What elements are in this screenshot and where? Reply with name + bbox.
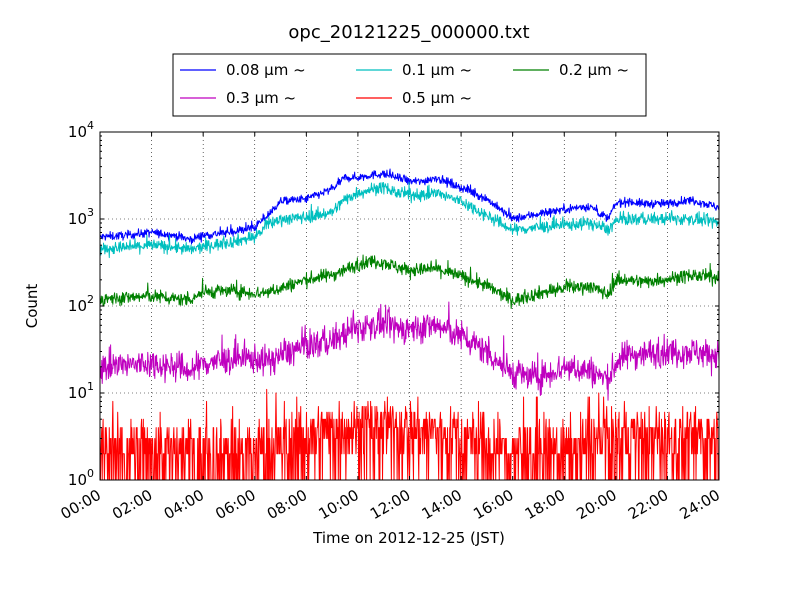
legend-label-3: 0.3 μm ~	[226, 89, 296, 107]
chart-title: opc_20121225_000000.txt	[288, 22, 529, 43]
series-line-3	[100, 301, 719, 401]
y-tick-label: 101	[68, 380, 94, 402]
series-layer	[100, 168, 719, 480]
y-tick-label: 104	[68, 119, 94, 141]
legend-label-2: 0.2 μm ~	[559, 61, 629, 79]
series-line-4	[100, 388, 719, 480]
legend-label-4: 0.5 μm ~	[402, 89, 472, 107]
y-tick-label: 100	[68, 467, 94, 489]
x-axis-label: Time on 2012-12-25 (JST)	[312, 529, 505, 547]
y-tick-label: 103	[68, 206, 94, 228]
legend-label-0: 0.08 μm ~	[226, 61, 306, 79]
legend: 0.08 μm ~ 0.1 μm ~ 0.2 μm ~ 0.3 μm ~ 0.5 μm …	[172, 53, 647, 117]
series-line-1	[100, 181, 719, 259]
legend-label-1: 0.1 μm ~	[402, 61, 472, 79]
y-tick-label: 102	[68, 293, 94, 315]
series-line-2	[100, 254, 719, 309]
y-axis-label: Count	[23, 284, 41, 329]
legend-box	[172, 53, 647, 117]
